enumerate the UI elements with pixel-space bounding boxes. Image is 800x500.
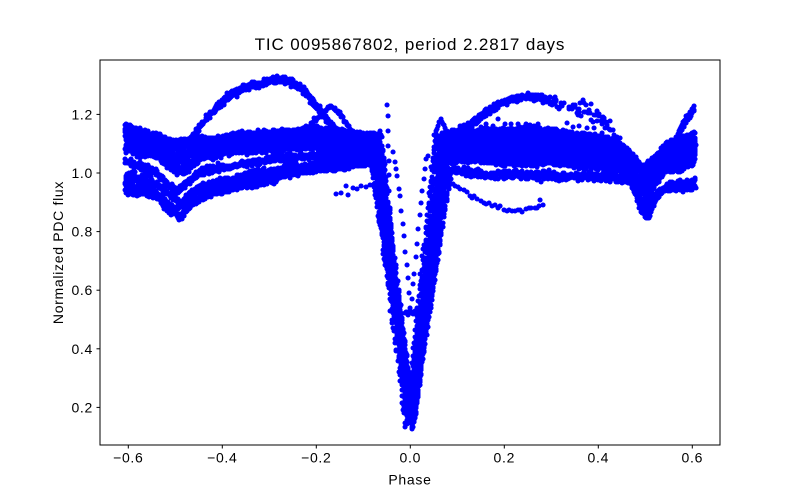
- svg-text:Normalized PDC flux: Normalized PDC flux: [50, 181, 66, 324]
- svg-text:0.2: 0.2: [494, 450, 516, 466]
- svg-text:1.2: 1.2: [71, 106, 93, 122]
- svg-text:−0.4: −0.4: [207, 450, 237, 466]
- svg-text:TIC 0095867802, period 2.2817: TIC 0095867802, period 2.2817 days: [255, 35, 566, 54]
- svg-text:0.0: 0.0: [400, 450, 422, 466]
- svg-text:−0.6: −0.6: [113, 450, 143, 466]
- svg-text:0.8: 0.8: [71, 224, 93, 240]
- svg-text:−0.2: −0.2: [301, 450, 331, 466]
- svg-text:0.4: 0.4: [588, 450, 610, 466]
- svg-text:0.6: 0.6: [71, 282, 93, 298]
- svg-text:1.0: 1.0: [71, 165, 93, 181]
- svg-text:0.4: 0.4: [71, 341, 93, 357]
- svg-text:Phase: Phase: [388, 472, 431, 488]
- svg-text:0.2: 0.2: [71, 399, 93, 415]
- svg-text:0.6: 0.6: [682, 450, 704, 466]
